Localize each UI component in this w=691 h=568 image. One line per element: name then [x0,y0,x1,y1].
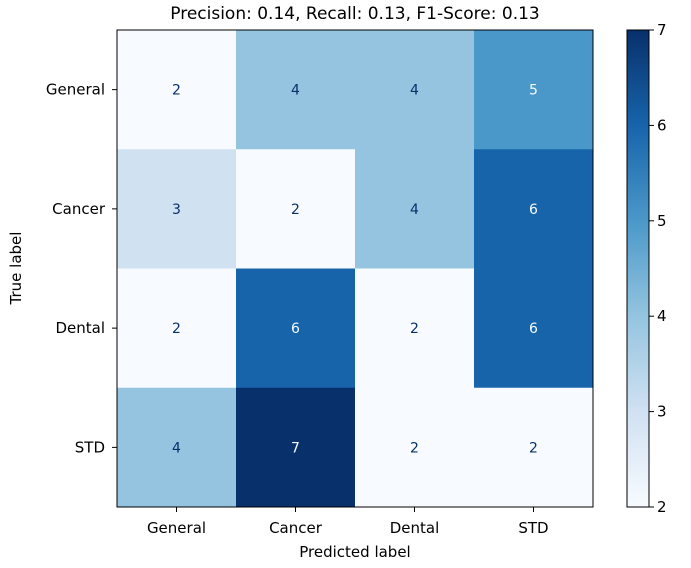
cell-value-label: 2 [529,440,538,456]
y-tick-label: Dental [55,319,105,337]
cell-value-label: 2 [410,440,419,456]
cell-value-label: 4 [291,83,300,99]
heatmap-cell [355,149,475,269]
cell-value-label: 6 [291,321,300,337]
heatmap-cell [474,30,594,150]
heatmap-cell [474,387,594,508]
x-axis-ticks: General Cancer Dental STD [147,507,549,537]
y-tick-label: General [46,81,105,99]
y-tick-label: Cancer [52,200,106,218]
y-axis-ticks: General Cancer Dental STD [46,81,117,456]
heatmap-cell [117,149,237,269]
heatmap-cell [355,387,475,508]
cell-value-label: 2 [172,83,181,99]
y-tick-label: STD [75,438,105,456]
heatmap-cell [236,387,356,508]
colorbar-tick-label: 4 [657,307,667,325]
cell-value-label: 6 [529,202,538,218]
y-axis-label: True label [7,232,25,306]
cell-value-label: 6 [529,321,538,337]
heatmap-cell [117,30,237,150]
cell-value-label: 2 [410,321,419,337]
x-axis-label: Predicted label [299,543,410,561]
cell-value-label: 2 [172,321,181,337]
heatmap-cell [236,268,356,389]
cell-value-label: 2 [291,202,300,218]
colorbar-ticks: 2 3 4 5 6 7 [649,21,667,516]
cell-value-label: 3 [172,202,181,218]
heatmap-cells [117,30,594,508]
colorbar-tick-label: 5 [657,212,667,230]
heatmap-cell [355,30,475,150]
x-tick-label: Cancer [269,519,323,537]
colorbar-tick-label: 2 [657,498,667,516]
heatmap-cell [474,268,594,389]
cell-value-label: 7 [291,440,300,456]
x-tick-label: Dental [390,519,440,537]
heatmap-cell [117,387,237,508]
x-tick-label: General [147,519,206,537]
cell-value-label: 4 [172,440,181,456]
cell-value-label: 4 [410,83,419,99]
x-tick-label: STD [518,519,548,537]
heatmap-cell [474,149,594,269]
chart-title: Precision: 0.14, Recall: 0.13, F1-Score:… [170,4,539,24]
cell-value-label: 4 [410,202,419,218]
colorbar-tick-label: 7 [657,21,667,39]
colorbar-tick-label: 6 [657,116,667,134]
heatmap-cell [355,268,475,389]
plot-frame [116,29,594,508]
cell-value-label: 5 [529,83,538,99]
colorbar-tick-label: 3 [657,403,667,421]
heatmap-cell [236,30,356,150]
heatmap-cell [117,268,237,389]
colorbar [626,29,650,508]
heatmap-cell-labels: 2 4 4 5 3 2 4 6 2 6 2 6 4 7 2 2 [172,83,538,457]
heatmap-cell [236,149,356,269]
